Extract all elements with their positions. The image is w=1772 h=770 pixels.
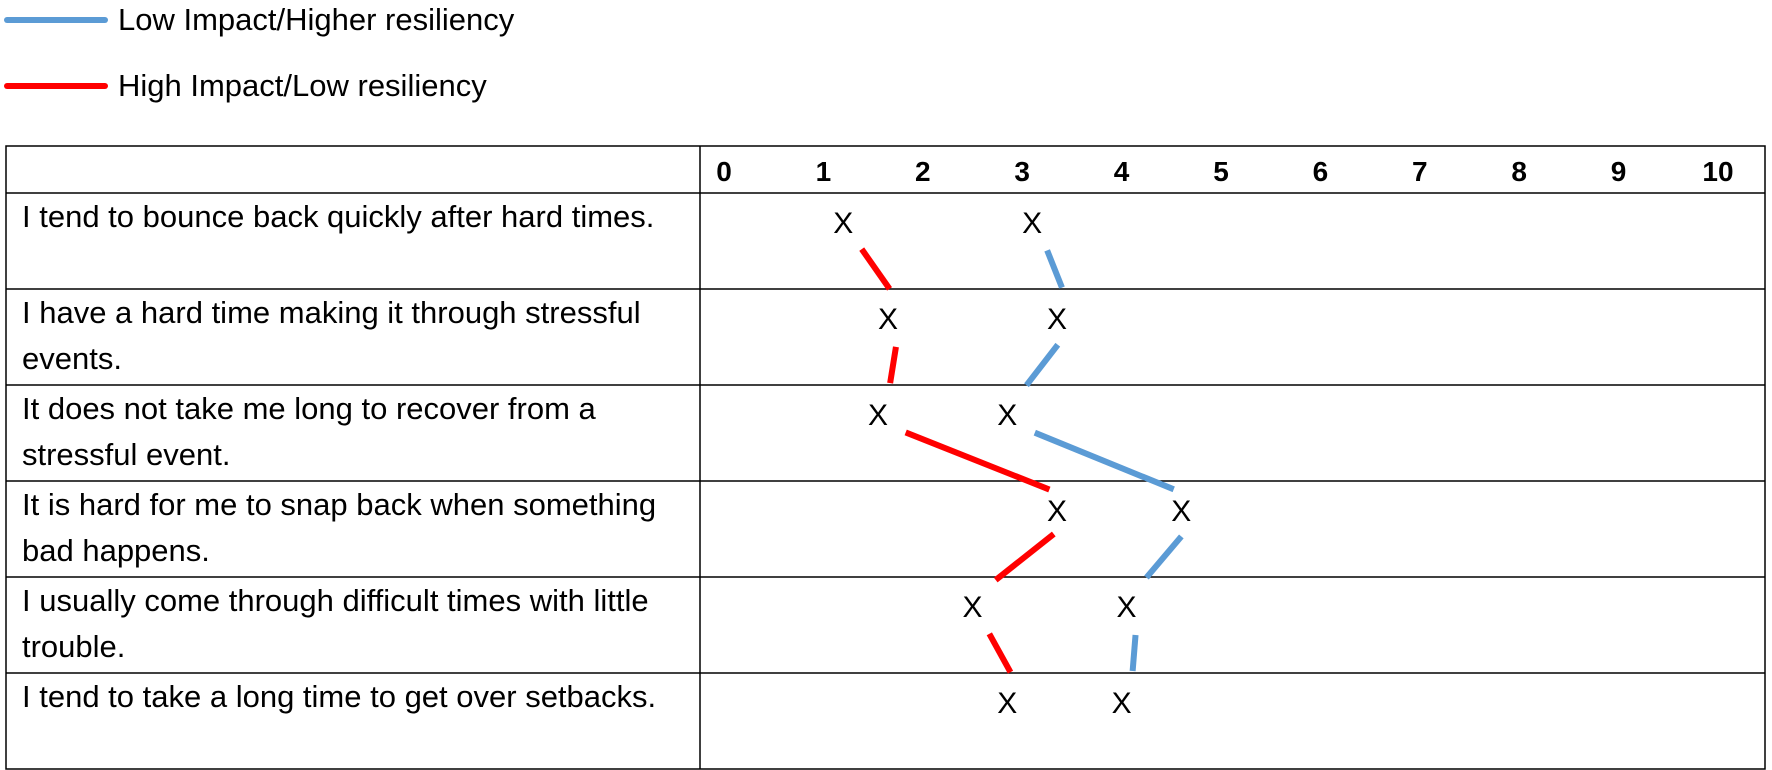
legend-label-high-impact: High Impact/Low resiliency	[118, 68, 487, 103]
x-tick-label: 2	[915, 156, 931, 187]
data-point-marker: X	[997, 399, 1017, 432]
series-segment-0	[1024, 342, 1061, 388]
x-tick-label: 5	[1213, 156, 1229, 187]
data-point-marker: X	[1047, 495, 1067, 528]
row-label: I usually come through difficult times w…	[22, 583, 649, 664]
series-segment-1	[904, 429, 1051, 493]
data-point-marker: X	[1117, 591, 1137, 624]
x-tick-label: 0	[716, 156, 732, 187]
data-point-marker: X	[868, 399, 888, 432]
x-tick-label: 7	[1412, 156, 1428, 187]
series-segment-1	[887, 346, 899, 384]
data-point-marker: X	[1022, 207, 1042, 240]
legend: Low Impact/Higher resiliency High Impact…	[0, 0, 700, 140]
data-point-marker: X	[833, 207, 853, 240]
legend-line-low-impact	[4, 17, 108, 23]
data-point-marker: X	[1171, 495, 1191, 528]
row-label: I have a hard time making it through str…	[22, 295, 641, 376]
x-tick-label: 3	[1014, 156, 1030, 187]
row-label: It is hard for me to snap back when some…	[22, 487, 657, 568]
table-border	[5, 145, 1766, 770]
row-label: I tend to take a long time to get over s…	[22, 679, 657, 714]
series-segment-1	[859, 247, 893, 291]
row-label: It does not take me long to recover from…	[22, 391, 596, 472]
x-tick-label: 4	[1114, 156, 1130, 187]
x-tick-label: 1	[816, 156, 832, 187]
x-tick-label: 8	[1511, 156, 1527, 187]
series-segment-0	[1033, 429, 1175, 493]
x-tick-label: 10	[1702, 156, 1733, 187]
series-segment-0	[1144, 534, 1184, 580]
data-point-marker: X	[1112, 687, 1132, 720]
legend-line-high-impact	[4, 83, 108, 89]
data-point-marker: X	[1047, 303, 1067, 336]
row-label: I tend to bounce back quickly after hard…	[22, 199, 655, 234]
series-segment-1	[993, 531, 1056, 583]
legend-label-low-impact: Low Impact/Higher resiliency	[118, 2, 515, 37]
x-tick-label: 6	[1313, 156, 1329, 187]
data-point-marker: X	[997, 687, 1017, 720]
data-point-marker: X	[962, 591, 982, 624]
x-tick-label: 9	[1611, 156, 1627, 187]
series-segment-1	[986, 632, 1014, 674]
series-segment-0	[1044, 249, 1065, 289]
data-point-marker: X	[878, 303, 898, 336]
series-segment-0	[1129, 634, 1139, 672]
